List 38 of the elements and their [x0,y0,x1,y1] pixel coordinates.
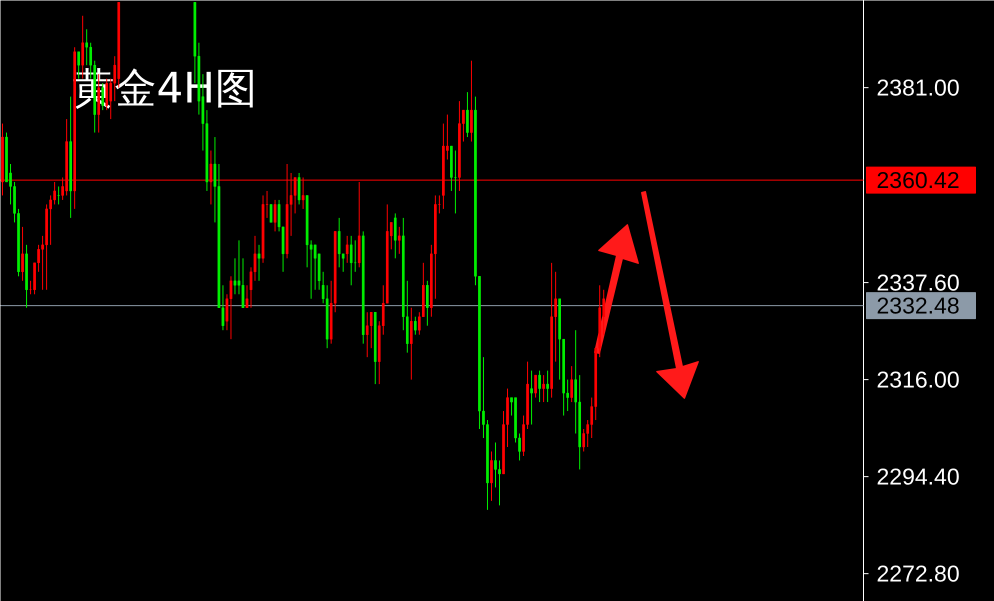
candlestick [498,460,501,506]
candlestick [394,212,397,259]
y-tick-label: 2294.40 [876,464,960,490]
candlestick [242,258,244,308]
candlestick [270,204,272,223]
candlestick [410,307,413,380]
candlestick [470,60,473,142]
candlestick [258,244,260,282]
candlestick [298,172,300,205]
candlestick [546,370,549,403]
candlestick [346,235,349,264]
candlestick [230,276,232,340]
candlestick [274,199,276,232]
candlestick [414,316,417,336]
y-tick-label: 2316.00 [876,366,960,393]
y-tick-label: 2381.00 [876,74,960,101]
ref-line-label: 2360.42 [876,167,960,194]
candlestick [542,374,545,403]
candlestick [570,366,573,403]
candlestick [338,217,341,268]
candlestick [530,370,533,426]
candlestick [490,450,493,502]
candlestick [494,442,497,488]
candlestick [85,28,88,66]
candlestick [370,312,373,349]
candlestick [350,235,353,286]
candlestick [426,280,429,326]
candlestick [314,244,316,290]
y-tick-label: 2272.80 [876,560,960,587]
candlestick [366,312,369,358]
candlestick [538,370,541,403]
candlestick [246,284,248,308]
candlestick [49,194,52,246]
candlestick [466,92,469,138]
candlestick [234,258,236,295]
candlestick [21,226,24,282]
candlestick [398,226,401,254]
candlestick [534,374,537,398]
